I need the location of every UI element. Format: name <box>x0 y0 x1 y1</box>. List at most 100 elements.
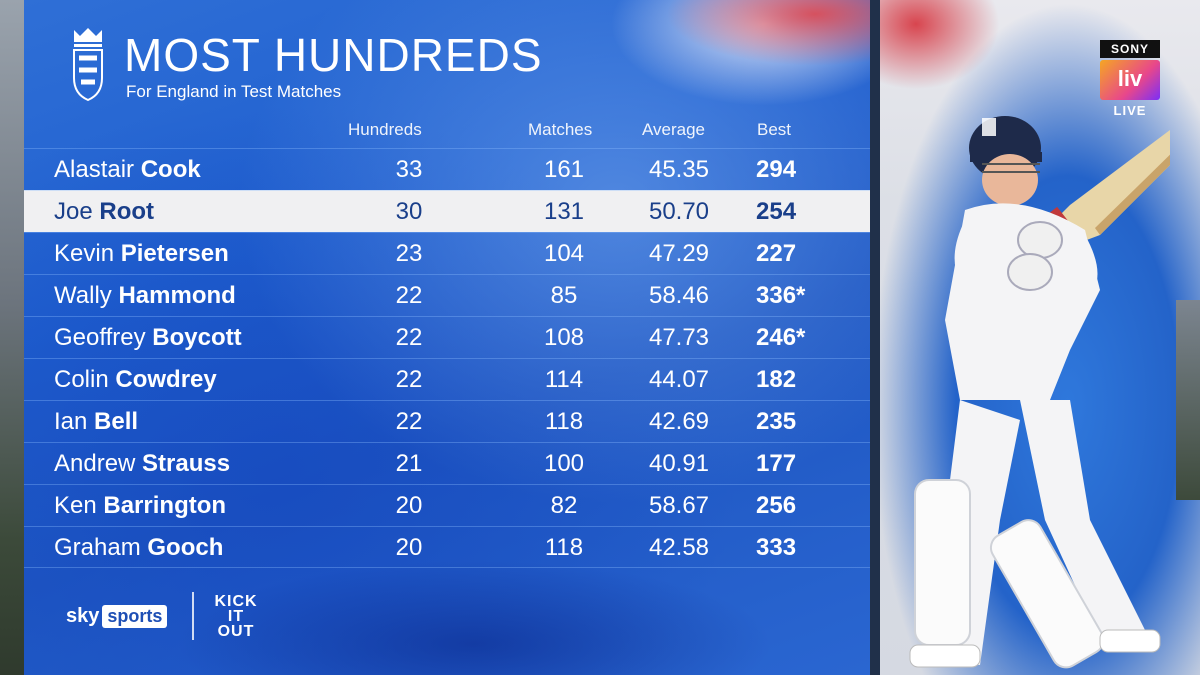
sony-logo-text: SONY <box>1100 40 1160 58</box>
average-value: 47.29 <box>648 240 710 267</box>
hundreds-value: 30 <box>395 198 423 225</box>
table-row-highlighted: Joe Root 30 131 50.70 254 <box>24 190 870 232</box>
three-lions-crest-icon <box>73 28 103 102</box>
player-name: Ken Barrington <box>54 492 226 520</box>
player-last-name: Cowdrey <box>115 366 217 393</box>
average-value: 50.70 <box>648 198 710 225</box>
table-row: Colin Cowdrey 22 114 44.07 182 <box>24 358 870 400</box>
kick-it-out-logo: KICK IT OUT <box>208 594 264 650</box>
average-value: 42.69 <box>648 408 710 435</box>
average-value: 58.67 <box>648 492 710 519</box>
kick-logo-line: OUT <box>217 623 255 640</box>
table-row: Andrew Strauss 21 100 40.91 177 <box>24 442 870 484</box>
player-name: Wally Hammond <box>54 282 236 310</box>
table-row: Graham Gooch 20 118 42.58 333 <box>24 526 870 568</box>
average-value: 58.46 <box>648 282 710 309</box>
player-name: Ian Bell <box>54 408 138 436</box>
table-row: Alastair Cook 33 161 45.35 294 <box>24 148 870 190</box>
best-score-value: 256 <box>756 492 797 519</box>
column-header-best: Best <box>757 120 792 139</box>
kick-logo-line: IT <box>227 608 245 625</box>
hundreds-value: 33 <box>395 156 423 183</box>
matches-value: 114 <box>544 366 584 393</box>
player-first-name: Kevin <box>54 240 115 267</box>
hundreds-value: 22 <box>395 366 423 393</box>
player-first-name: Joe <box>54 198 93 225</box>
hundreds-value: 22 <box>395 282 423 309</box>
stadium-stand <box>1176 300 1200 500</box>
paint-splash-red <box>654 0 870 70</box>
best-score-value: 333 <box>756 534 797 561</box>
player-last-name: Bell <box>94 408 139 435</box>
matches-value: 85 <box>550 282 578 309</box>
sonyliv-logo: SONY liv LIVE <box>1100 40 1160 118</box>
player-first-name: Andrew <box>54 450 136 477</box>
hundreds-value: 20 <box>395 492 423 519</box>
player-last-name: Barrington <box>103 492 227 519</box>
player-last-name: Hammond <box>118 282 236 309</box>
page-subtitle: For England in Test Matches <box>126 82 342 101</box>
sky-logo-text: sky <box>66 605 100 627</box>
stats-table: Alastair Cook 33 161 45.35 294 Joe Root 30 131 5… <box>24 148 870 568</box>
average-value: 47.73 <box>648 324 710 351</box>
player-last-name: Strauss <box>142 450 231 477</box>
matches-value: 82 <box>550 492 578 519</box>
average-value: 42.58 <box>648 534 710 561</box>
column-header-hundreds: Hundreds <box>348 120 422 139</box>
player-last-name: Cook <box>140 156 201 183</box>
live-indicator: LIVE <box>1113 103 1147 118</box>
column-header-matches: Matches <box>528 120 593 139</box>
sports-logo-text: sports <box>102 605 168 628</box>
liv-logo-text: liv <box>1100 60 1160 100</box>
player-first-name: Alastair <box>54 156 135 183</box>
player-first-name: Geoffrey <box>54 324 146 351</box>
best-score-value: 294 <box>756 156 797 183</box>
batsman-illustration <box>909 116 1170 669</box>
player-name: Andrew Strauss <box>54 450 230 478</box>
player-name: Joe Root <box>54 198 154 226</box>
stats-panel <box>24 0 870 675</box>
table-row: Kevin Pietersen 23 104 47.29 227 <box>24 232 870 274</box>
table-row: Ken Barrington 20 82 58.67 256 <box>24 484 870 526</box>
table-row: Ian Bell 22 118 42.69 235 <box>24 400 870 442</box>
hundreds-value: 22 <box>395 324 423 351</box>
average-value: 45.35 <box>648 156 710 183</box>
table-row: Geoffrey Boycott 22 108 47.73 246* <box>24 316 870 358</box>
best-score-value: 227 <box>756 240 797 267</box>
player-last-name: Boycott <box>152 324 242 351</box>
logo-divider <box>192 592 194 640</box>
player-first-name: Colin <box>54 366 109 393</box>
best-score-value: 254 <box>756 198 797 225</box>
best-score-value: 182 <box>756 366 797 393</box>
hundreds-value: 23 <box>395 240 423 267</box>
player-first-name: Wally <box>54 282 112 309</box>
best-score-value: 177 <box>756 450 797 477</box>
player-name: Kevin Pietersen <box>54 240 229 268</box>
player-name: Colin Cowdrey <box>54 366 217 394</box>
player-name: Alastair Cook <box>54 156 201 184</box>
sky-sports-logo: sky sports <box>66 605 168 628</box>
average-value: 40.91 <box>648 450 710 477</box>
paint-splash-red <box>870 0 1000 90</box>
player-last-name: Root <box>99 198 155 225</box>
player-first-name: Ken <box>54 492 97 519</box>
hundreds-value: 20 <box>395 534 423 561</box>
player-last-name: Pietersen <box>120 240 229 267</box>
average-value: 44.07 <box>648 366 710 393</box>
player-first-name: Graham <box>54 534 141 561</box>
matches-value: 104 <box>543 240 585 267</box>
matches-value: 118 <box>544 534 584 561</box>
best-score-value: 246* <box>756 324 806 351</box>
paint-splash-dark <box>174 560 774 675</box>
column-header-average: Average <box>642 120 706 139</box>
table-row: Wally Hammond 22 85 58.46 336* <box>24 274 870 316</box>
matches-value: 100 <box>543 450 585 477</box>
matches-value: 118 <box>544 408 584 435</box>
player-name: Geoffrey Boycott <box>54 324 242 352</box>
kick-logo-line: KICK <box>214 593 258 610</box>
hundreds-value: 22 <box>395 408 423 435</box>
divider-strip <box>870 0 880 675</box>
matches-value: 108 <box>543 324 585 351</box>
player-last-name: Gooch <box>147 534 224 561</box>
matches-value: 131 <box>543 198 585 225</box>
